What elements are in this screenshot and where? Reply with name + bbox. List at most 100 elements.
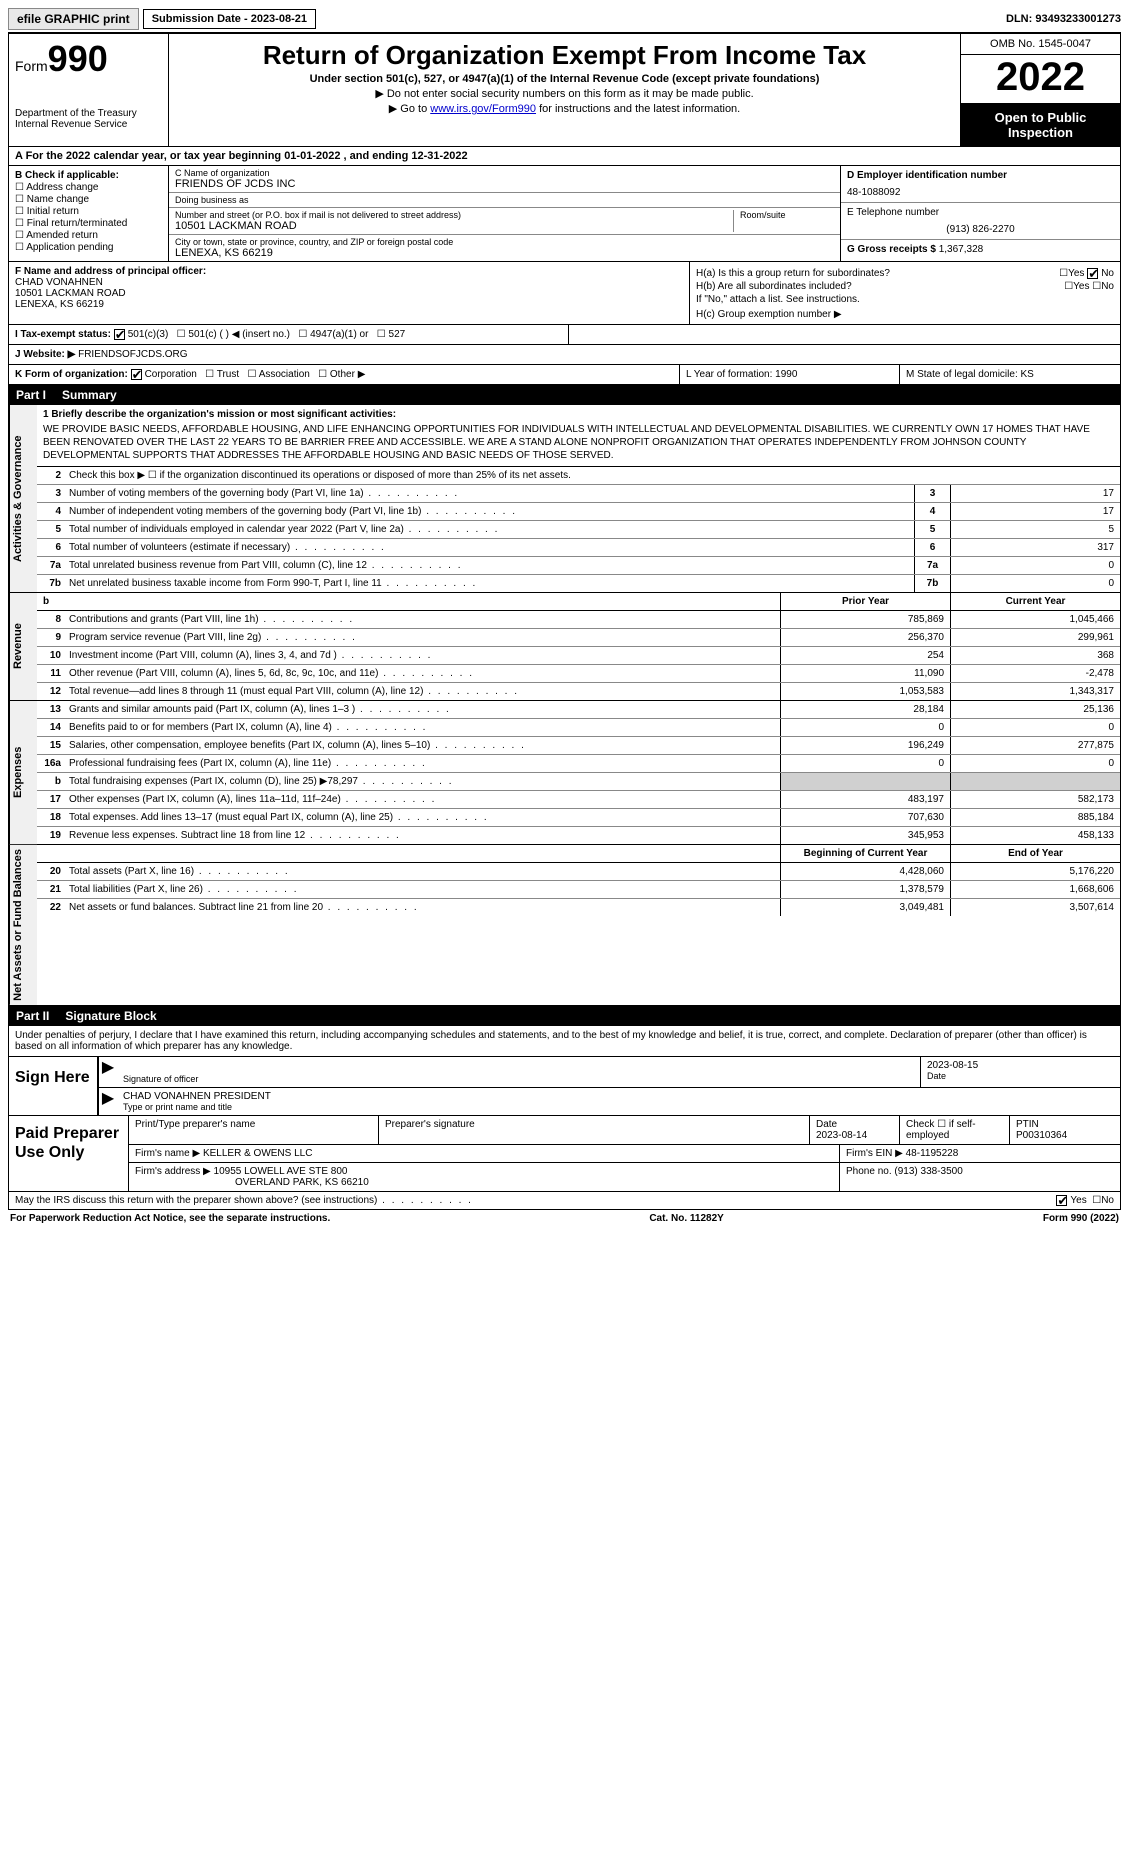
paid-preparer-label: Paid Preparer Use Only (9, 1116, 129, 1191)
row-j: J Website: ▶ FRIENDSOFJCDS.ORG (8, 345, 1121, 365)
gross-label: G Gross receipts $ (847, 244, 936, 255)
omb-number: OMB No. 1545-0047 (961, 34, 1120, 55)
vtab-revenue: Revenue (9, 593, 37, 700)
addr-value: 10501 LACKMAN ROAD (175, 220, 727, 232)
city-label: City or town, state or province, country… (175, 237, 834, 247)
col-h-group: H(a) Is this a group return for subordin… (690, 262, 1120, 324)
col-b-checkboxes: B Check if applicable: ☐ Address change … (9, 166, 169, 261)
cb-initial-return[interactable]: ☐ Initial return (15, 206, 162, 217)
form-header: Form990 Department of the Treasury Inter… (8, 34, 1121, 147)
arrow-icon: ▶ (99, 1057, 117, 1087)
hdr-begin-year: Beginning of Current Year (780, 845, 950, 862)
sig-officer-label: Signature of officer (123, 1074, 914, 1084)
col-f-officer: F Name and address of principal officer:… (9, 262, 690, 324)
cb-amended-return[interactable]: ☐ Amended return (15, 230, 162, 241)
hb-label: H(b) Are all subordinates included? (696, 281, 852, 292)
hb-yesno[interactable]: ☐Yes ☐No (1064, 281, 1114, 292)
fin-line: 14Benefits paid to or for members (Part … (37, 719, 1120, 737)
firm-name: KELLER & OWENS LLC (203, 1148, 312, 1159)
officer-addr1: 10501 LACKMAN ROAD (15, 288, 126, 299)
col-c-org: C Name of organization FRIENDS OF JCDS I… (169, 166, 840, 261)
section-governance: Activities & Governance 1 Briefly descri… (8, 405, 1121, 593)
sign-here-block: Sign Here ▶ Signature of officer 2023-08… (8, 1057, 1121, 1116)
vtab-expenses: Expenses (9, 701, 37, 844)
tax-year: 2022 (961, 55, 1120, 104)
irs-link[interactable]: www.irs.gov/Form990 (430, 103, 536, 115)
form-title: Return of Organization Exempt From Incom… (175, 40, 954, 71)
ha-yesno[interactable]: ☐Yes No (1059, 268, 1114, 279)
discuss-label: May the IRS discuss this return with the… (15, 1195, 473, 1206)
addr-label: Number and street (or P.O. box if mail i… (175, 210, 727, 220)
room-label: Room/suite (740, 210, 834, 220)
section-net-assets: Net Assets or Fund Balances Beginning of… (8, 845, 1121, 1006)
discuss-row: May the IRS discuss this return with the… (8, 1192, 1121, 1210)
website-value: FRIENDSOFJCDS.ORG (78, 349, 187, 360)
fin-line: bTotal fundraising expenses (Part IX, co… (37, 773, 1120, 791)
form-number: Form990 (15, 38, 162, 80)
city-value: LENEXA, KS 66219 (175, 247, 834, 259)
gov-line: 5Total number of individuals employed in… (37, 521, 1120, 539)
section-expenses: Expenses 13Grants and similar amounts pa… (8, 701, 1121, 845)
fin-line: 19Revenue less expenses. Subtract line 1… (37, 827, 1120, 844)
arrow-icon: ▶ (99, 1088, 117, 1115)
signature-intro: Under penalties of perjury, I declare th… (8, 1026, 1121, 1057)
sig-date: 2023-08-15 (927, 1060, 1114, 1071)
paid-preparer-block: Paid Preparer Use Only Print/Type prepar… (8, 1116, 1121, 1192)
mission-text: WE PROVIDE BASIC NEEDS, AFFORDABLE HOUSI… (43, 423, 1114, 462)
org-name-label: C Name of organization (175, 168, 834, 178)
part1-header: Part I Summary (8, 385, 1121, 405)
officer-printed-name: CHAD VONAHNEN PRESIDENT (123, 1091, 1114, 1102)
fin-line: 21Total liabilities (Part X, line 26)1,3… (37, 881, 1120, 899)
cb-final-return[interactable]: ☐ Final return/terminated (15, 218, 162, 229)
gov-line: 3Number of voting members of the governi… (37, 485, 1120, 503)
gov-line: 7aTotal unrelated business revenue from … (37, 557, 1120, 575)
hdr-prior-year: Prior Year (780, 593, 950, 610)
block-identity: B Check if applicable: ☐ Address change … (8, 166, 1121, 262)
cb-501c3[interactable] (114, 329, 125, 340)
ptin: P00310364 (1016, 1130, 1114, 1141)
ein-label: D Employer identification number (847, 170, 1007, 181)
efile-button[interactable]: efile GRAPHIC print (8, 8, 139, 30)
year-formation: L Year of formation: 1990 (680, 365, 900, 384)
sig-date-label: Date (927, 1071, 1114, 1081)
gov-line: 4Number of independent voting members of… (37, 503, 1120, 521)
part2-header: Part II Signature Block (8, 1006, 1121, 1026)
page-footer: For Paperwork Reduction Act Notice, see … (8, 1210, 1121, 1227)
form-footer: Form 990 (2022) (1043, 1213, 1119, 1224)
cb-application-pending[interactable]: ☐ Application pending (15, 242, 162, 253)
firm-addr2: OVERLAND PARK, KS 66210 (135, 1177, 833, 1188)
vtab-governance: Activities & Governance (9, 405, 37, 592)
org-name: FRIENDS OF JCDS INC (175, 178, 834, 190)
fin-line: 17Other expenses (Part IX, column (A), l… (37, 791, 1120, 809)
gov-line: 6Total number of volunteers (estimate if… (37, 539, 1120, 557)
hdr-current-year: Current Year (950, 593, 1120, 610)
open-to-public: Open to Public Inspection (961, 104, 1120, 146)
phone-value: (913) 826-2270 (847, 224, 1114, 235)
fin-line: 20Total assets (Part X, line 16)4,428,06… (37, 863, 1120, 881)
vtab-net-assets: Net Assets or Fund Balances (9, 845, 37, 1005)
printed-name-label: Type or print name and title (123, 1102, 1114, 1112)
cat-no: Cat. No. 11282Y (649, 1213, 723, 1224)
row-i: I Tax-exempt status: 501(c)(3) ☐ 501(c) … (8, 325, 1121, 345)
hc-label: H(c) Group exemption number ▶ (696, 309, 1114, 320)
dept-label: Department of the Treasury (15, 108, 162, 119)
fin-line: 15Salaries, other compensation, employee… (37, 737, 1120, 755)
hb-note: If "No," attach a list. See instructions… (696, 294, 1114, 305)
state-domicile: M State of legal domicile: KS (900, 365, 1120, 384)
fin-line: 10Investment income (Part VIII, column (… (37, 647, 1120, 665)
goto-note: ▶ Go to www.irs.gov/Form990 for instruct… (175, 102, 954, 115)
cb-address-change[interactable]: ☐ Address change (15, 182, 162, 193)
submission-date: Submission Date - 2023-08-21 (143, 9, 316, 29)
discuss-yesno[interactable]: Yes ☐No (1056, 1195, 1114, 1206)
ssn-note: ▶ Do not enter social security numbers o… (175, 87, 954, 100)
phone-label: E Telephone number (847, 207, 939, 218)
self-employed-check[interactable]: Check ☐ if self-employed (900, 1116, 1010, 1144)
fin-line: 18Total expenses. Add lines 13–17 (must … (37, 809, 1120, 827)
fin-line: 13Grants and similar amounts paid (Part … (37, 701, 1120, 719)
irs-label: Internal Revenue Service (15, 119, 162, 130)
fin-line: 16aProfessional fundraising fees (Part I… (37, 755, 1120, 773)
cb-name-change[interactable]: ☐ Name change (15, 194, 162, 205)
fin-line: 12Total revenue—add lines 8 through 11 (… (37, 683, 1120, 700)
gross-value: 1,367,328 (939, 244, 984, 255)
cb-corporation[interactable] (131, 369, 142, 380)
